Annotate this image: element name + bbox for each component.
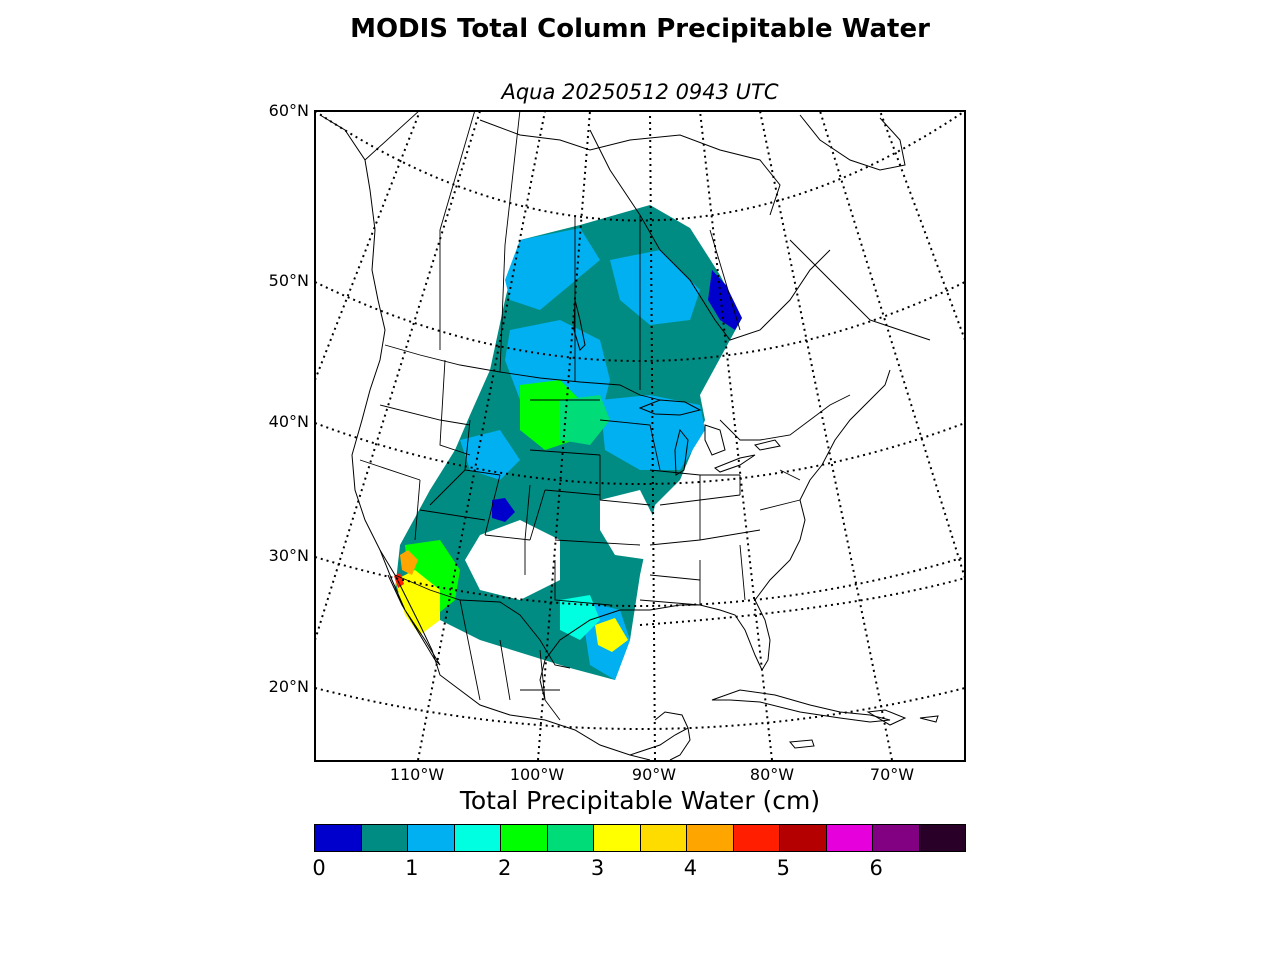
lake-huron xyxy=(704,424,726,456)
labrador-coast xyxy=(789,239,931,341)
lake-erie xyxy=(714,454,756,473)
colorbar-cell-10 xyxy=(780,825,827,851)
colorbar-cell-4 xyxy=(501,825,548,851)
central-america xyxy=(629,727,691,761)
hudson-bay-coast xyxy=(589,129,831,341)
greenland xyxy=(799,114,906,171)
swath-great-basin-light xyxy=(460,430,520,480)
colorbar-cell-11 xyxy=(826,825,873,851)
swath-texas-light xyxy=(560,595,600,640)
tpw-swath xyxy=(394,205,742,680)
meridian-50w xyxy=(879,111,965,341)
colorbar-title: Total Precipitable Water (cm) xyxy=(459,786,821,815)
meridian-70w xyxy=(759,111,893,761)
meridian-90w xyxy=(649,111,656,761)
colorbar-cell-2 xyxy=(408,825,455,851)
colorbar-tick-5: 5 xyxy=(776,856,790,880)
swath-southwest-red xyxy=(394,573,404,588)
lake-ontario xyxy=(754,439,781,451)
lat-label-20n: 20°N xyxy=(268,677,309,696)
mexico-states xyxy=(459,599,561,721)
lon-label-110w: 110°W xyxy=(389,765,445,784)
gulf-coast xyxy=(539,599,771,701)
lon-label-100w: 100°W xyxy=(509,765,565,784)
east-coast xyxy=(754,369,891,601)
swath-cloud-gap-1 xyxy=(465,520,560,600)
lon-label-70w: 70°W xyxy=(869,765,915,784)
map-frame xyxy=(314,110,966,762)
lat-label-30n: 30°N xyxy=(268,546,309,565)
parallel-30n-east xyxy=(639,577,965,626)
us-canada-border xyxy=(384,344,661,401)
lon-label-80w: 80°W xyxy=(749,765,795,784)
swath-northcentral-light xyxy=(610,250,700,325)
swath-central-green2 xyxy=(560,395,610,445)
yucatan xyxy=(654,711,689,729)
colorbar-tick-1: 1 xyxy=(405,856,419,880)
swath-cloud-gap-2 xyxy=(600,490,660,560)
colorbar-cell-3 xyxy=(454,825,501,851)
colorbar-cell-5 xyxy=(547,825,594,851)
colorbar-tick-2: 2 xyxy=(498,856,512,880)
north-america-west-coast xyxy=(319,114,651,761)
us-state-lines-central xyxy=(529,399,661,606)
swath-north-light xyxy=(505,228,600,310)
us-mexico-border xyxy=(394,574,571,669)
colorbar-tick-3: 3 xyxy=(590,856,605,880)
jamaica xyxy=(789,739,815,749)
parallel-60n xyxy=(315,111,965,222)
colorbar-cell-12 xyxy=(873,825,920,851)
us-state-lines-west xyxy=(359,359,531,575)
map-content xyxy=(315,111,965,761)
graticule xyxy=(315,111,965,761)
lat-label-60n: 60°N xyxy=(268,101,309,120)
puerto-rico xyxy=(919,715,939,723)
colorbar-cell-9 xyxy=(733,825,780,851)
cuba xyxy=(711,689,891,723)
swath-southwest-yellow xyxy=(395,570,440,635)
colorbar-tick-4: 4 xyxy=(683,856,698,880)
us-canada-border-east xyxy=(719,394,851,441)
swath-greatlakes-light xyxy=(600,395,705,470)
colorbar-cell-7 xyxy=(640,825,687,851)
coastlines xyxy=(319,114,939,761)
map-title: MODIS Total Column Precipitable Water xyxy=(350,14,930,44)
parallel-50n xyxy=(315,281,965,362)
parallel-20n xyxy=(315,687,965,730)
parallel-30n xyxy=(315,556,965,607)
meridian-60w xyxy=(819,111,965,579)
meridian-80w xyxy=(699,111,773,761)
arctic-islands xyxy=(479,119,781,216)
hispaniola xyxy=(866,709,907,726)
lake-winnipeg xyxy=(573,299,586,351)
colorbar-cell-8 xyxy=(687,825,734,851)
colorbar xyxy=(314,824,966,852)
swath-labrador-low xyxy=(708,270,742,330)
meridian-130w xyxy=(315,111,421,381)
meridian-120w xyxy=(315,111,481,641)
swath-colorado-low xyxy=(492,498,515,522)
lon-label-90w: 90°W xyxy=(631,765,677,784)
baja-california xyxy=(379,549,441,666)
map-subtitle: Aqua 20250512 0943 UTC xyxy=(501,80,779,104)
lat-label-40n: 40°N xyxy=(268,412,309,431)
colorbar-cell-6 xyxy=(594,825,641,851)
meridian-100w xyxy=(537,111,591,761)
colorbar-cell-13 xyxy=(919,825,965,851)
lake-michigan xyxy=(674,428,689,476)
colorbar-tick-6: 6 xyxy=(869,856,883,880)
colorbar-cell-1 xyxy=(361,825,408,851)
colorbar-tick-0: 0 xyxy=(312,856,326,880)
lat-label-50n: 50°N xyxy=(268,271,309,290)
parallel-40n xyxy=(315,422,965,485)
swath-gulf-yellow xyxy=(595,618,628,652)
colorbar-cell-0 xyxy=(315,825,362,851)
swath-southwest-orange xyxy=(400,550,418,575)
us-state-lines-east xyxy=(639,469,801,606)
meridian-110w xyxy=(417,111,546,761)
